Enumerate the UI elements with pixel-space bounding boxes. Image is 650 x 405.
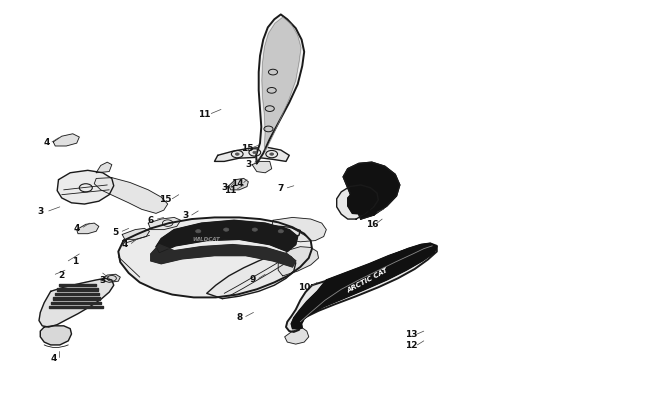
Circle shape <box>235 153 239 156</box>
Text: 3: 3 <box>99 275 106 284</box>
Polygon shape <box>51 302 101 304</box>
Text: ARCTIC CAT: ARCTIC CAT <box>346 267 389 294</box>
Polygon shape <box>286 244 437 332</box>
Text: 3: 3 <box>182 211 188 220</box>
Text: 16: 16 <box>365 219 378 228</box>
Polygon shape <box>77 224 99 234</box>
Polygon shape <box>272 218 326 242</box>
Text: 9: 9 <box>249 274 255 283</box>
Polygon shape <box>168 226 300 239</box>
Text: 13: 13 <box>404 330 417 339</box>
Polygon shape <box>118 218 312 298</box>
Text: WILDCAT: WILDCAT <box>193 237 220 241</box>
Polygon shape <box>278 247 318 276</box>
Polygon shape <box>53 297 100 300</box>
Polygon shape <box>101 275 120 283</box>
Polygon shape <box>348 188 376 215</box>
Text: 15: 15 <box>159 195 172 204</box>
Polygon shape <box>337 185 378 220</box>
Text: 4: 4 <box>122 239 128 248</box>
Circle shape <box>253 152 257 154</box>
Polygon shape <box>58 284 96 287</box>
Circle shape <box>270 153 274 156</box>
Polygon shape <box>40 326 72 345</box>
Polygon shape <box>291 244 437 329</box>
Text: 14: 14 <box>231 179 244 188</box>
Text: 2: 2 <box>58 270 65 279</box>
Polygon shape <box>262 18 301 152</box>
Circle shape <box>224 228 229 232</box>
Polygon shape <box>229 179 248 190</box>
Text: 7: 7 <box>278 184 284 193</box>
Circle shape <box>252 228 257 232</box>
Polygon shape <box>57 171 114 205</box>
Polygon shape <box>285 328 309 344</box>
Polygon shape <box>94 178 168 214</box>
Text: 3: 3 <box>221 183 228 192</box>
Text: 11: 11 <box>198 110 211 119</box>
Text: 11: 11 <box>224 185 237 194</box>
Text: 4: 4 <box>73 223 80 232</box>
Polygon shape <box>252 162 272 173</box>
Polygon shape <box>343 163 400 220</box>
Text: 1: 1 <box>72 257 78 266</box>
Polygon shape <box>49 306 103 309</box>
Polygon shape <box>96 163 112 173</box>
Text: 3: 3 <box>37 207 44 216</box>
Text: 15: 15 <box>240 143 254 152</box>
Text: 10: 10 <box>298 282 311 291</box>
Text: 4: 4 <box>50 353 57 362</box>
Polygon shape <box>207 254 296 299</box>
Polygon shape <box>39 279 114 327</box>
Polygon shape <box>57 289 98 291</box>
Polygon shape <box>53 134 79 147</box>
Text: 12: 12 <box>404 341 417 350</box>
Text: 5: 5 <box>112 227 119 236</box>
Circle shape <box>278 230 283 233</box>
Polygon shape <box>148 218 181 230</box>
Text: 4: 4 <box>44 138 50 147</box>
Polygon shape <box>256 15 304 164</box>
Polygon shape <box>55 293 99 296</box>
Circle shape <box>196 230 201 233</box>
Text: 17: 17 <box>365 208 378 217</box>
Polygon shape <box>214 148 289 162</box>
Text: 8: 8 <box>236 312 242 321</box>
Polygon shape <box>156 221 298 253</box>
Polygon shape <box>151 245 296 267</box>
Polygon shape <box>122 229 150 240</box>
Text: 6: 6 <box>148 215 154 224</box>
Text: 3: 3 <box>245 160 252 168</box>
